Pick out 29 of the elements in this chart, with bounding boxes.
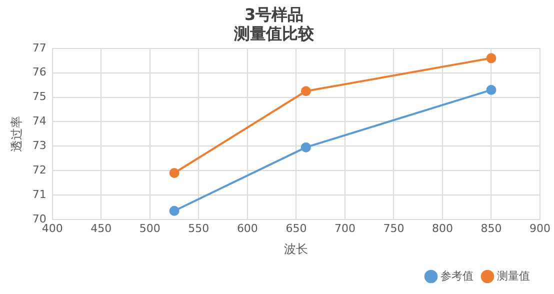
chart-title: 3号样品 xyxy=(244,4,304,24)
point xyxy=(300,142,311,152)
y-tick-label: 72 xyxy=(32,163,46,176)
x-tick-label: 800 xyxy=(432,222,453,235)
x-tick-label: 900 xyxy=(530,222,550,235)
y-tick-label: 73 xyxy=(32,138,46,152)
x-tick-label: 600 xyxy=(236,222,258,235)
x-tick-label: 850 xyxy=(480,222,502,235)
point xyxy=(486,84,496,95)
x-tick-label: 700 xyxy=(334,222,356,235)
point xyxy=(169,168,180,178)
x-axis-title: 波长 xyxy=(284,242,308,256)
point xyxy=(169,206,180,216)
y-tick-label: 74 xyxy=(32,114,46,128)
legend-label: 测量值 xyxy=(497,269,530,282)
y-tick-label: 76 xyxy=(32,66,46,79)
point xyxy=(486,53,496,64)
legend-label: 参考值 xyxy=(440,269,474,282)
y-tick-label: 77 xyxy=(32,41,46,54)
x-tick-label: 500 xyxy=(139,222,160,235)
point xyxy=(300,86,311,96)
x-tick-label: 550 xyxy=(188,222,210,235)
y-axis-title: 透过率 xyxy=(9,116,24,152)
x-tick-label: 450 xyxy=(90,222,112,235)
y-tick-label: 71 xyxy=(32,188,46,201)
x-tick-label: 750 xyxy=(383,222,404,235)
y-tick-label: 75 xyxy=(32,90,46,104)
chart-subtitle: 测量值比较 xyxy=(233,24,315,43)
x-tick-label: 650 xyxy=(286,222,307,235)
